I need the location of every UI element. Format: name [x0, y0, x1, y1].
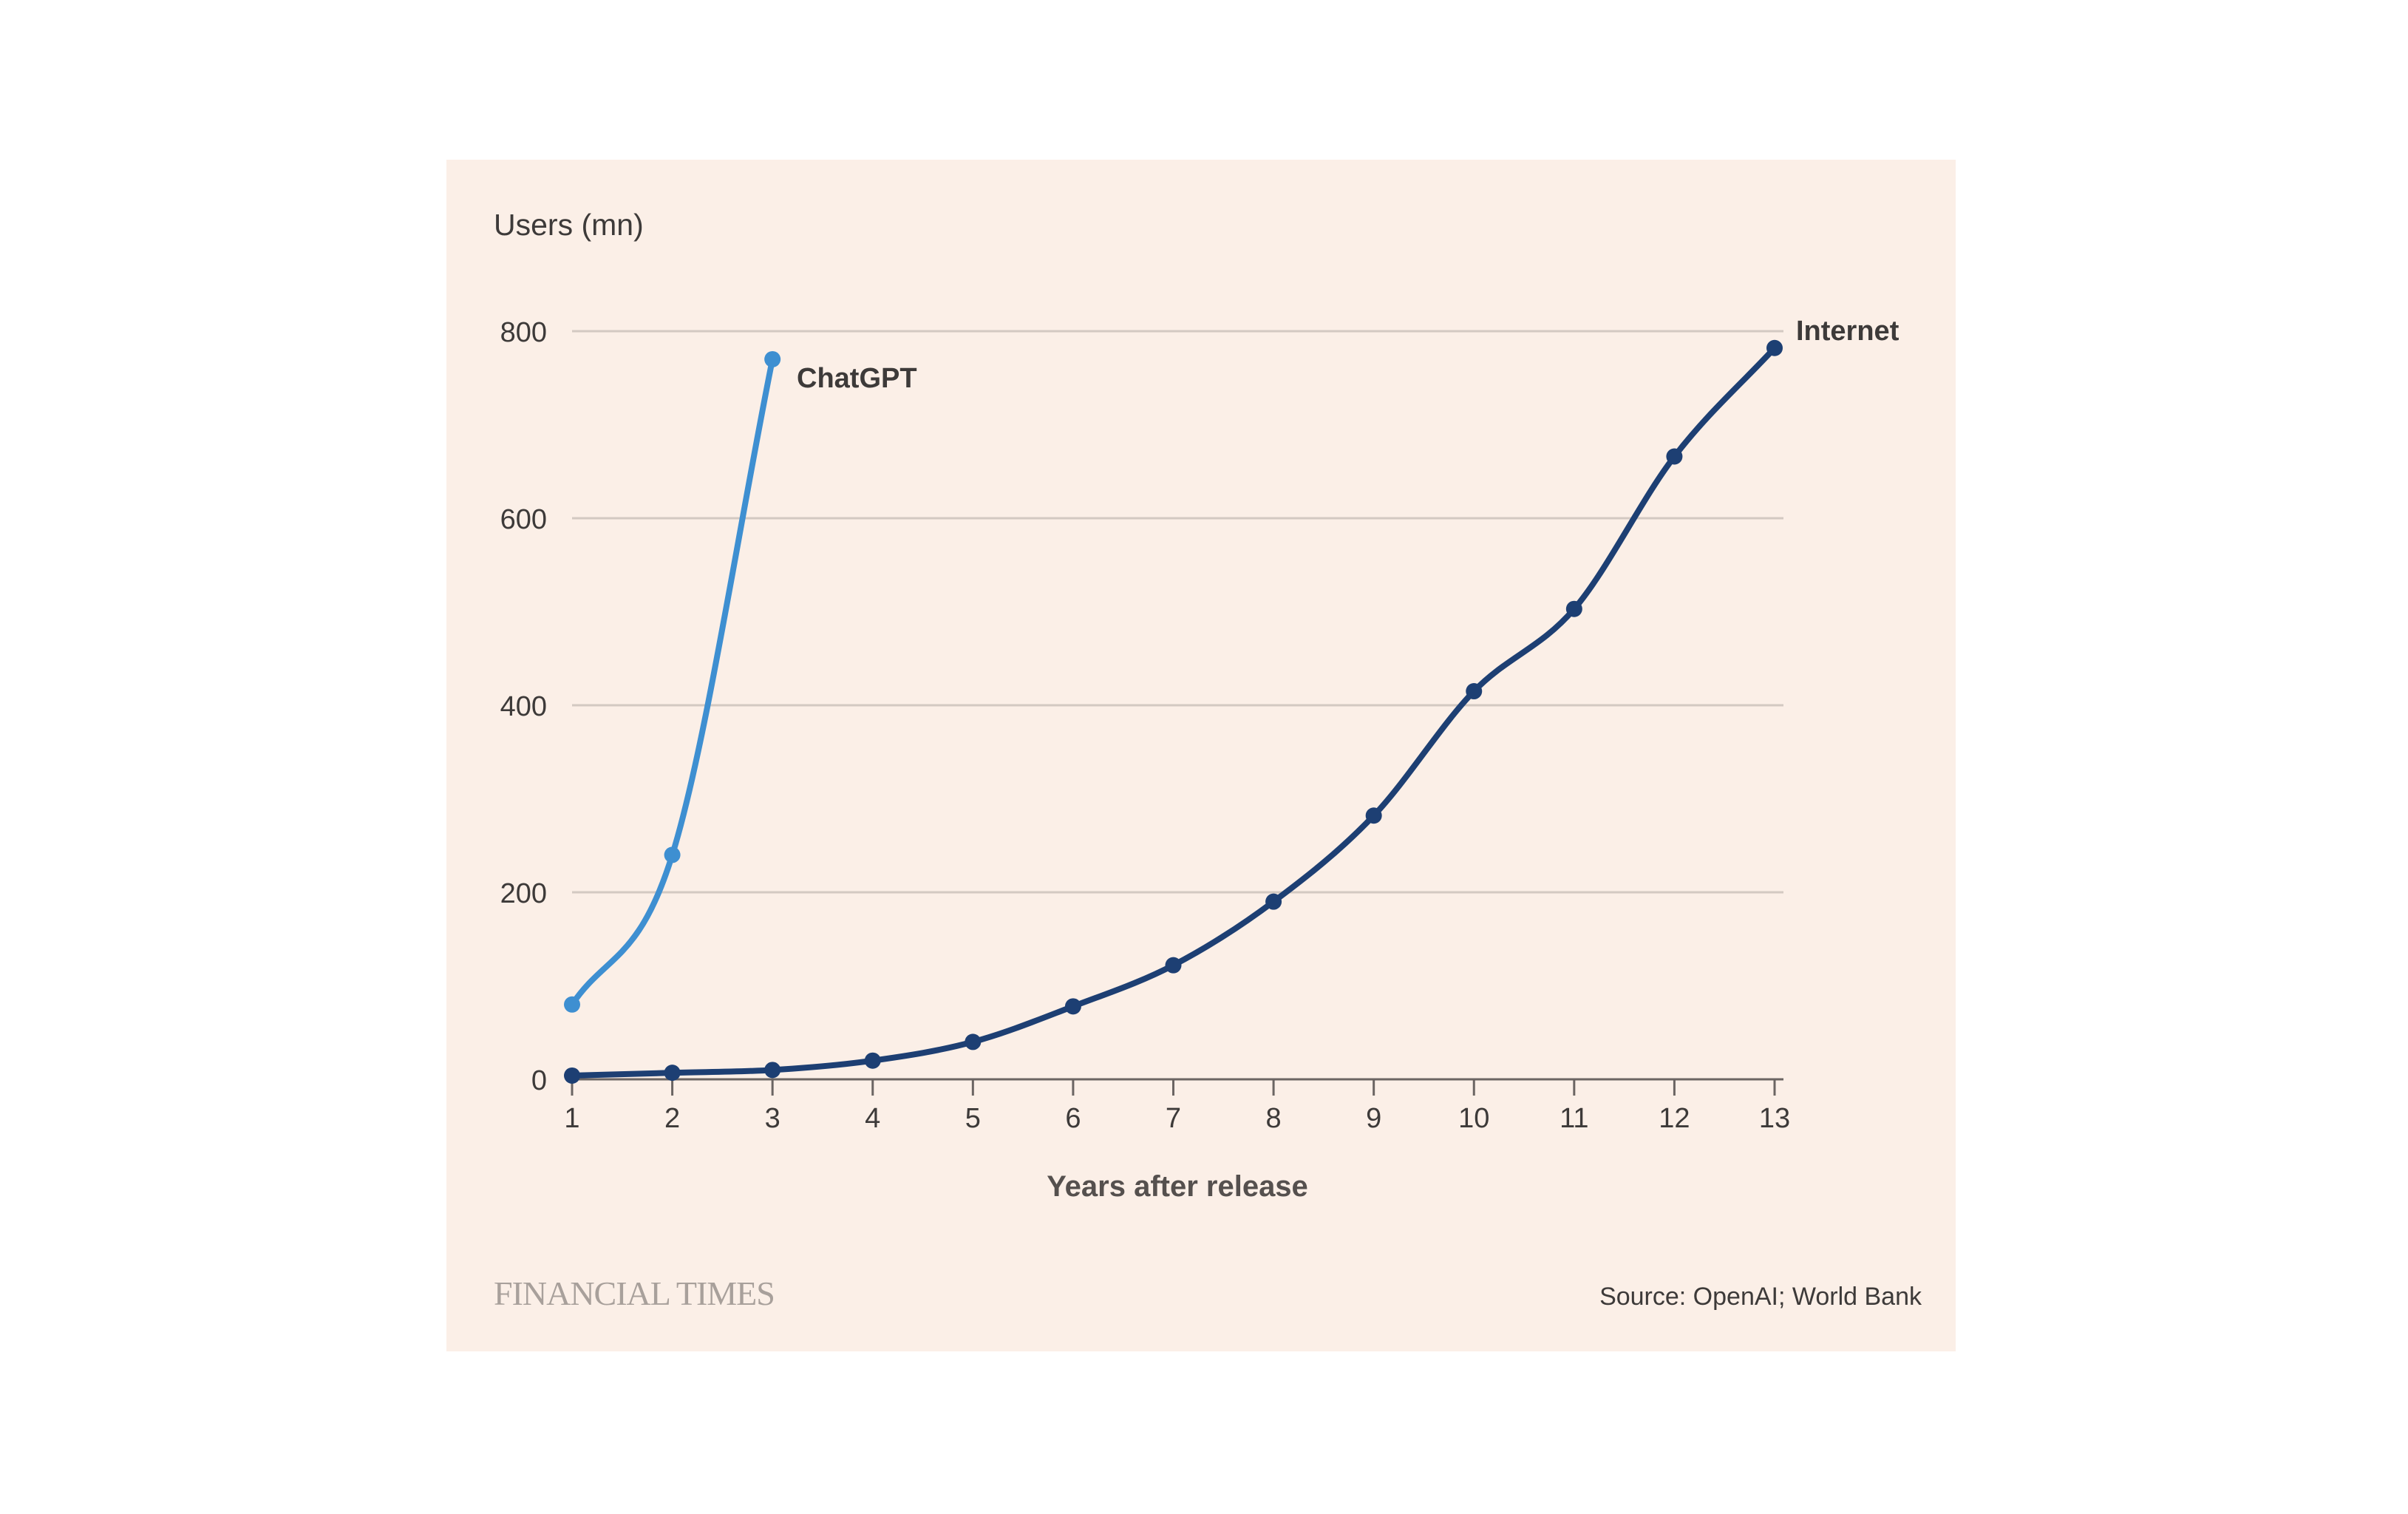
x-tick-label-3: 3: [765, 1103, 780, 1134]
y-axis-label: Users (mn): [494, 208, 644, 242]
source-note: Source: OpenAI; World Bank: [1599, 1283, 1922, 1311]
x-tick-label-8: 8: [1266, 1103, 1282, 1134]
data-point-internet-5: [965, 1033, 982, 1050]
data-point-internet-2: [664, 1065, 681, 1082]
x-axis: 1 2 3 4 5 6 7 8 9 10 11 12 13: [564, 1078, 1790, 1134]
y-tick-label-600: 600: [500, 504, 547, 535]
data-point-internet-6: [1064, 998, 1081, 1015]
x-tick-label-5: 5: [965, 1103, 981, 1134]
data-point-internet-12: [1666, 448, 1683, 465]
x-tick-label-11: 11: [1560, 1103, 1588, 1134]
x-axis-label: Years after release: [1047, 1170, 1308, 1203]
x-tick-label-9: 9: [1366, 1103, 1381, 1134]
ft-logo: FINANCIAL TIMES: [494, 1274, 775, 1312]
x-tick-label-7: 7: [1166, 1103, 1181, 1134]
y-tick-label-200: 200: [500, 878, 547, 909]
data-point-chatgpt-3: [764, 350, 781, 367]
data-point-internet-1: [564, 1067, 580, 1084]
x-tick-label-13: 13: [1759, 1103, 1790, 1134]
series-label-internet: Internet: [1796, 316, 1899, 347]
series-label-chatgpt: ChatGPT: [797, 363, 917, 394]
y-tick-label-800: 800: [500, 317, 547, 348]
x-tick-label-4: 4: [865, 1103, 880, 1134]
x-tick-label-1: 1: [564, 1103, 579, 1134]
data-point-internet-4: [864, 1052, 881, 1069]
data-point-internet-3: [764, 1062, 781, 1079]
series-line-chatgpt: [569, 356, 776, 1008]
data-point-internet-9: [1365, 807, 1382, 824]
y-tick-label-0: 0: [531, 1065, 547, 1096]
data-point-internet-7: [1165, 957, 1182, 974]
data-point-chatgpt-1: [564, 996, 580, 1013]
data-point-internet-11: [1565, 600, 1582, 617]
data-point-internet-8: [1265, 893, 1282, 910]
x-tick-label-2: 2: [664, 1103, 680, 1134]
series-line-internet: [569, 344, 1778, 1079]
series: [564, 339, 1783, 1084]
data-point-internet-10: [1466, 683, 1483, 700]
data-point-chatgpt-2: [664, 846, 681, 863]
data-point-internet-13: [1766, 339, 1783, 356]
x-tick-label-6: 6: [1065, 1103, 1081, 1134]
x-tick-label-12: 12: [1659, 1103, 1690, 1134]
x-tick-label-10: 10: [1458, 1103, 1489, 1134]
y-tick-label-400: 400: [500, 691, 547, 722]
gridlines: 0 200 400 600 800: [500, 317, 1783, 1096]
